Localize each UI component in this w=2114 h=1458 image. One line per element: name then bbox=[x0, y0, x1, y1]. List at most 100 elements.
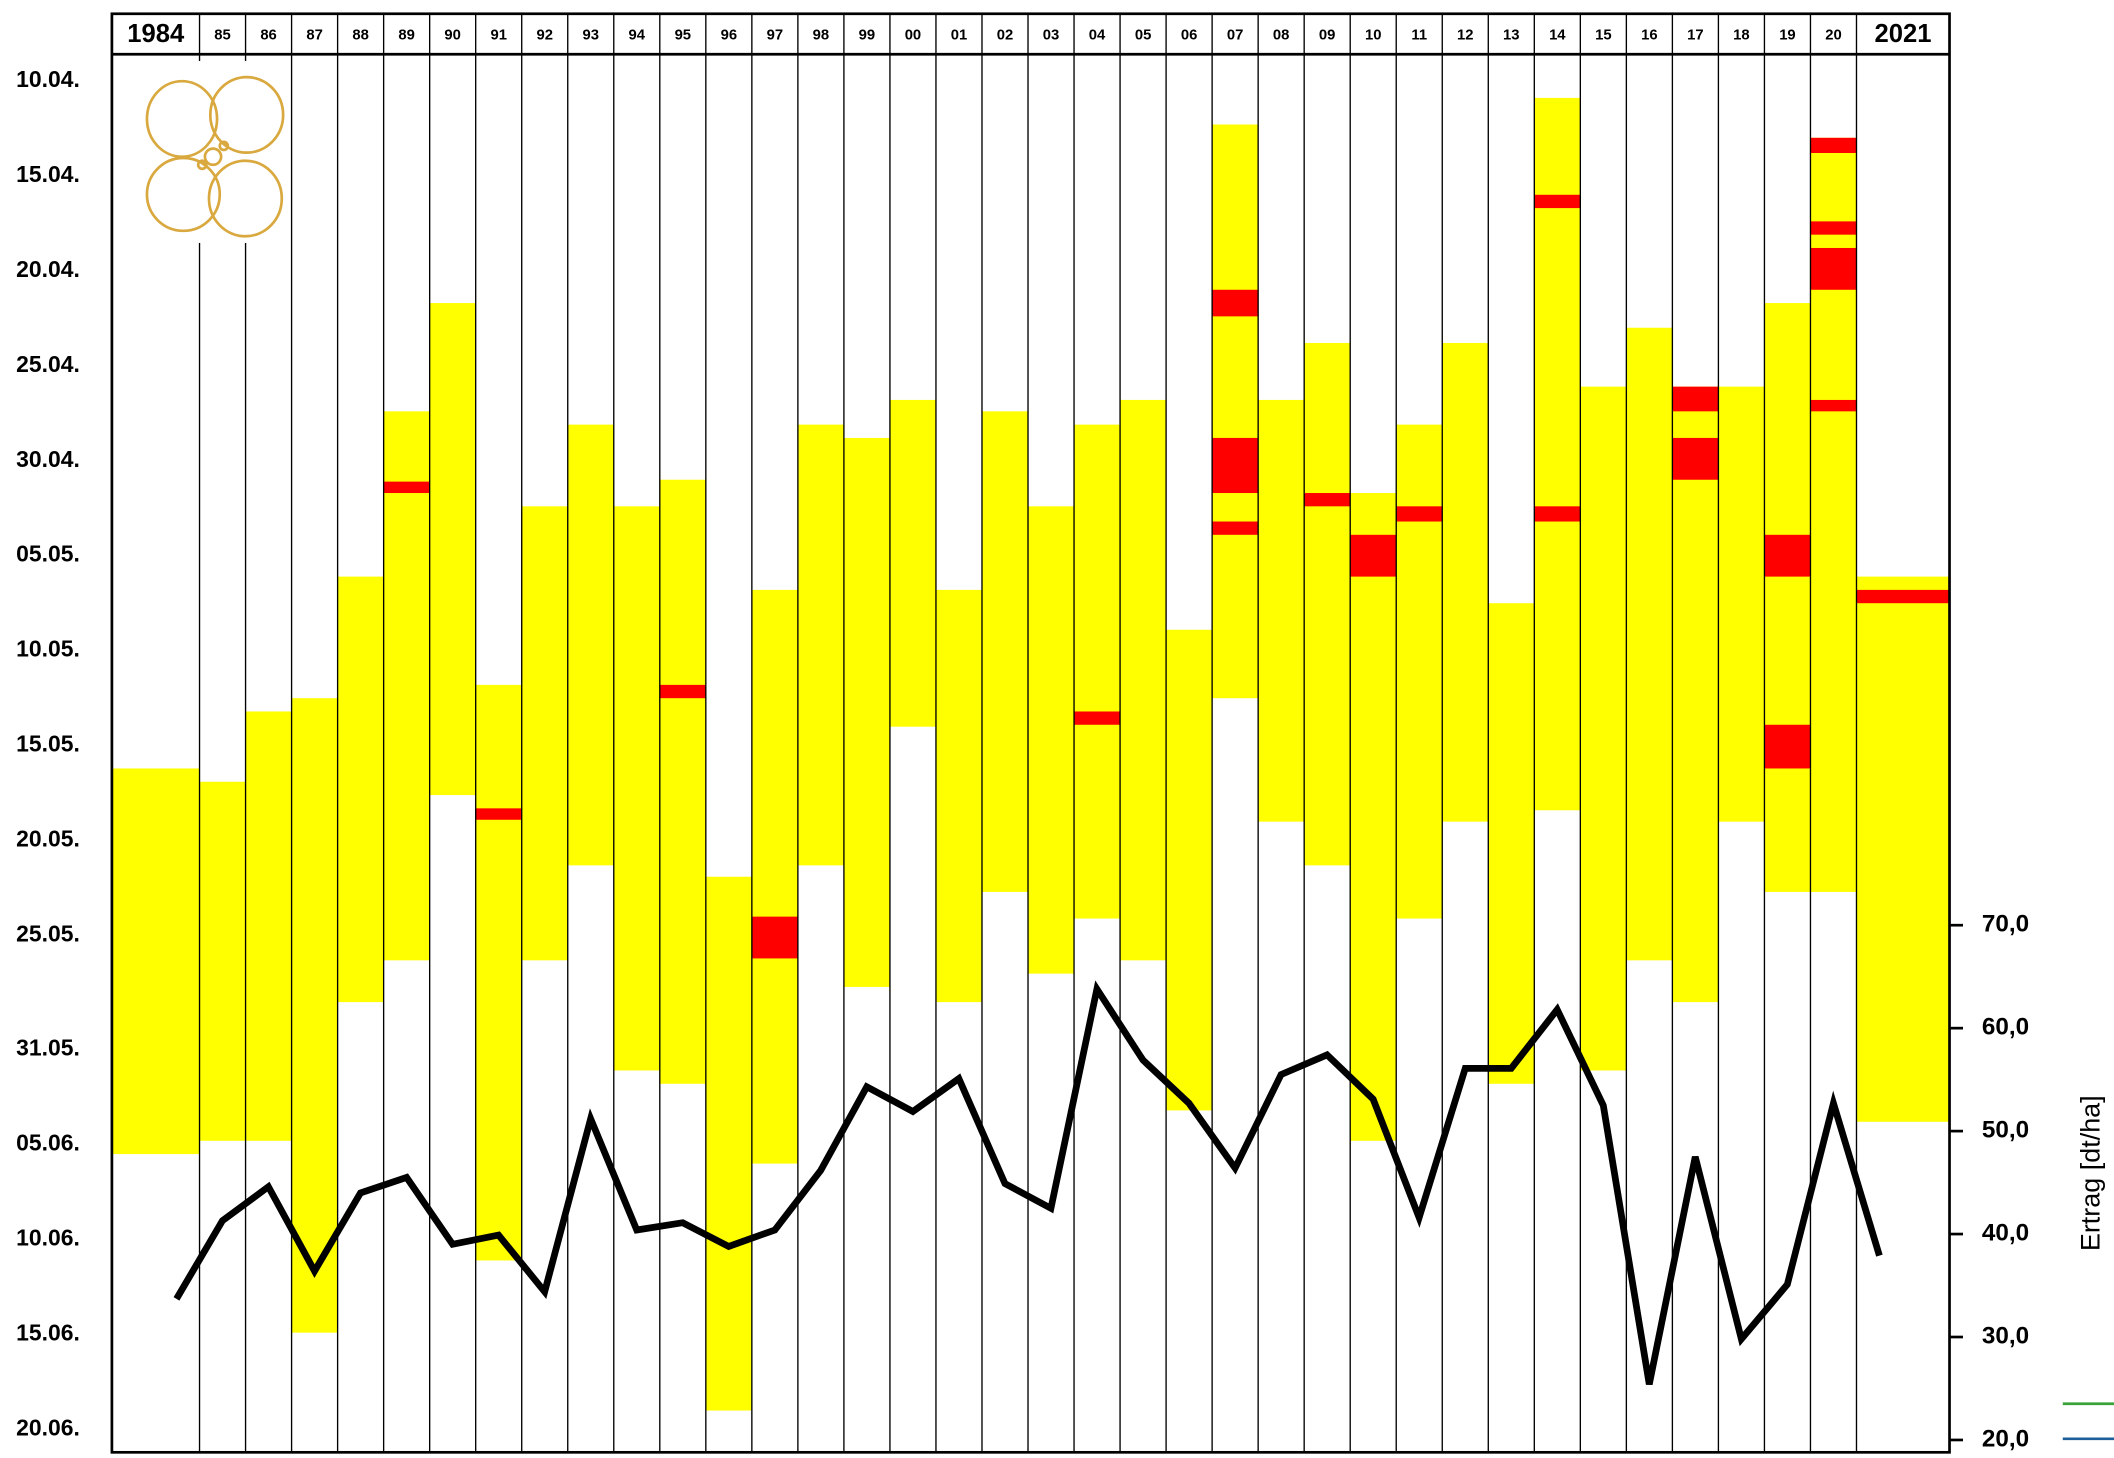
year-label: 85 bbox=[214, 27, 231, 43]
y-tick-label: 15.05. bbox=[16, 731, 80, 757]
flowering-bar bbox=[1626, 328, 1672, 961]
y2-tick-label: 40,0 bbox=[1982, 1219, 2029, 1246]
flowering-bar bbox=[1442, 343, 1488, 822]
year-label: 92 bbox=[536, 27, 553, 43]
frost-bar bbox=[1672, 438, 1718, 480]
flowering-bar bbox=[1120, 400, 1166, 960]
flowering-bar bbox=[1718, 387, 1764, 822]
flowering-bar bbox=[200, 782, 246, 1141]
flowering-bar bbox=[614, 506, 660, 1070]
flowering-bar bbox=[568, 425, 614, 866]
frost-bar bbox=[1810, 221, 1856, 234]
year-label: 01 bbox=[951, 27, 968, 43]
y2-axis-label: Ertrag [dt/ha] bbox=[2076, 1095, 2106, 1251]
flowering-bar bbox=[1212, 125, 1258, 699]
year-label: 95 bbox=[675, 27, 692, 43]
flowering-bar bbox=[1856, 577, 1949, 1122]
year-label: 06 bbox=[1181, 27, 1198, 43]
year-label: 15 bbox=[1595, 27, 1612, 43]
frost-bar bbox=[1764, 725, 1810, 769]
chart: 1984858687888990919293949596979899000102… bbox=[0, 0, 2114, 1458]
year-label: 86 bbox=[260, 27, 277, 43]
y-tick-label: 05.05. bbox=[16, 541, 80, 567]
frost-bar bbox=[1672, 387, 1718, 412]
year-label: 90 bbox=[444, 27, 461, 43]
frost-bar bbox=[1534, 195, 1580, 208]
frost-bar bbox=[660, 685, 706, 698]
frost-bar bbox=[1534, 506, 1580, 521]
year-label: 88 bbox=[352, 27, 369, 43]
year-label: 99 bbox=[859, 27, 876, 43]
y-tick-label: 31.05. bbox=[16, 1035, 80, 1061]
flower-icon bbox=[135, 61, 290, 243]
frost-bar bbox=[1396, 506, 1442, 521]
year-label: 87 bbox=[306, 27, 323, 43]
flowering-bar bbox=[246, 711, 292, 1140]
year-label: 19 bbox=[1779, 27, 1796, 43]
year-label: 1984 bbox=[127, 20, 185, 48]
year-label: 13 bbox=[1503, 27, 1519, 43]
year-label: 2021 bbox=[1875, 20, 1932, 48]
frost-bar bbox=[1764, 535, 1810, 577]
flowering-bar bbox=[936, 590, 982, 1002]
y-tick-label: 20.06. bbox=[16, 1415, 80, 1441]
y2-tick-label: 50,0 bbox=[1982, 1117, 2029, 1144]
flowering-bar bbox=[1028, 506, 1074, 973]
flowering-bar bbox=[844, 438, 890, 987]
year-label: 00 bbox=[905, 27, 922, 43]
flowering-bar bbox=[1764, 303, 1810, 892]
year-label: 94 bbox=[629, 27, 646, 43]
flowering-bar bbox=[1166, 630, 1212, 1111]
frost-bar bbox=[1074, 711, 1120, 724]
year-label: 97 bbox=[767, 27, 783, 43]
flowering-bar bbox=[982, 411, 1028, 892]
flowering-bar bbox=[1304, 343, 1350, 865]
flowering-bar bbox=[522, 506, 568, 960]
flowering-bar bbox=[1580, 387, 1626, 1071]
frost-bar bbox=[1212, 438, 1258, 493]
y2-tick-label: 20,0 bbox=[1982, 1425, 2029, 1452]
year-label: 07 bbox=[1227, 27, 1244, 43]
flowering-bar bbox=[112, 768, 200, 1154]
y-tick-label: 10.06. bbox=[16, 1225, 80, 1251]
y-tick-label: 15.06. bbox=[16, 1320, 80, 1346]
flowering-bar bbox=[476, 685, 522, 1261]
year-label: 98 bbox=[813, 27, 830, 43]
year-label: 96 bbox=[721, 27, 737, 43]
y2-tick-label: 30,0 bbox=[1982, 1322, 2029, 1349]
year-label: 18 bbox=[1733, 27, 1750, 43]
year-label: 93 bbox=[583, 27, 600, 43]
y-tick-label: 10.05. bbox=[16, 636, 80, 662]
flowering-bar bbox=[798, 425, 844, 866]
year-label: 03 bbox=[1043, 27, 1060, 43]
year-label: 04 bbox=[1089, 27, 1106, 43]
flowering-bar bbox=[1350, 493, 1396, 1141]
year-label: 11 bbox=[1411, 27, 1427, 43]
frost-bar bbox=[1350, 535, 1396, 577]
y2-tick-label: 60,0 bbox=[1982, 1014, 2029, 1041]
frost-bar bbox=[384, 482, 430, 493]
flowering-bar bbox=[1396, 425, 1442, 919]
year-label: 10 bbox=[1365, 27, 1382, 43]
flowering-bar bbox=[752, 590, 798, 1164]
y-tick-label: 20.04. bbox=[16, 256, 80, 282]
frost-bar bbox=[1810, 248, 1856, 290]
year-label: 91 bbox=[490, 27, 507, 43]
y-tick-label: 30.04. bbox=[16, 446, 80, 472]
frost-bar bbox=[1856, 590, 1949, 603]
flowering-bar bbox=[1488, 603, 1534, 1084]
frost-bar bbox=[476, 808, 522, 819]
flowering-bar bbox=[430, 303, 476, 795]
flowering-bar bbox=[660, 480, 706, 1084]
y-tick-label: 15.04. bbox=[16, 161, 80, 187]
y-tick-label: 25.04. bbox=[16, 351, 80, 377]
flowering-bar bbox=[890, 400, 936, 727]
year-label: 09 bbox=[1319, 27, 1336, 43]
year-label: 05 bbox=[1135, 27, 1152, 43]
y-tick-label: 10.04. bbox=[16, 66, 80, 92]
frost-bar bbox=[1810, 400, 1856, 411]
frost-bar bbox=[1810, 138, 1856, 153]
year-label: 02 bbox=[997, 27, 1014, 43]
flowering-bar bbox=[1258, 400, 1304, 822]
y2-tick-label: 70,0 bbox=[1982, 911, 2029, 938]
